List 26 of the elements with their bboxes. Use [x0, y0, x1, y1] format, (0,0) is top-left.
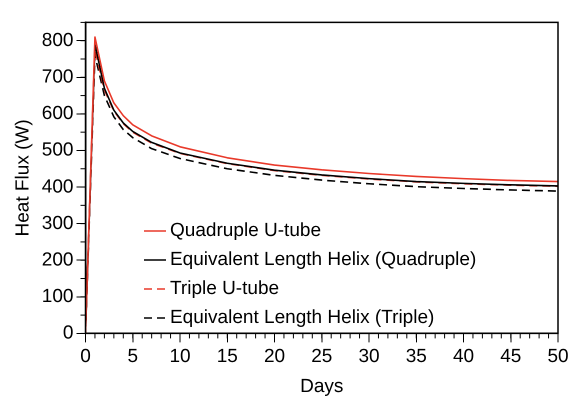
y-tick-label: 100 — [42, 286, 74, 308]
legend-label: Equivalent Length Helix (Triple) — [170, 306, 434, 330]
x-tick-label: 35 — [406, 346, 427, 368]
x-tick-label: 5 — [127, 346, 138, 368]
legend-label: Triple U-tube — [170, 277, 280, 301]
legend-label: Quadruple U-tube — [170, 219, 322, 243]
y-tick-label: 600 — [42, 103, 74, 124]
x-tick-label: 0 — [80, 346, 91, 368]
y-tick-label: 500 — [42, 140, 74, 161]
x-tick-label: 45 — [500, 346, 522, 368]
x-tick-label: 20 — [264, 346, 286, 368]
x-tick-label: 40 — [452, 346, 474, 368]
x-tick-label: 50 — [547, 346, 569, 368]
y-tick-label: 200 — [42, 249, 74, 270]
x-tick-label: 10 — [169, 346, 191, 368]
y-tick-label: 700 — [42, 66, 74, 88]
y-tick-label: 400 — [42, 176, 74, 198]
x-tick-label: 15 — [216, 346, 238, 368]
y-tick-label: 0 — [62, 322, 74, 344]
x-tick-label: 25 — [311, 346, 332, 368]
y-tick-label: 800 — [42, 30, 74, 51]
x-tick-label: 30 — [358, 346, 380, 368]
y-tick-label: 300 — [42, 212, 74, 234]
y-axis-title: Heat Flux (W) — [12, 119, 34, 236]
x-axis-title: Days — [300, 376, 344, 397]
legend-label: Equivalent Length Helix (Quadruple) — [170, 248, 476, 272]
